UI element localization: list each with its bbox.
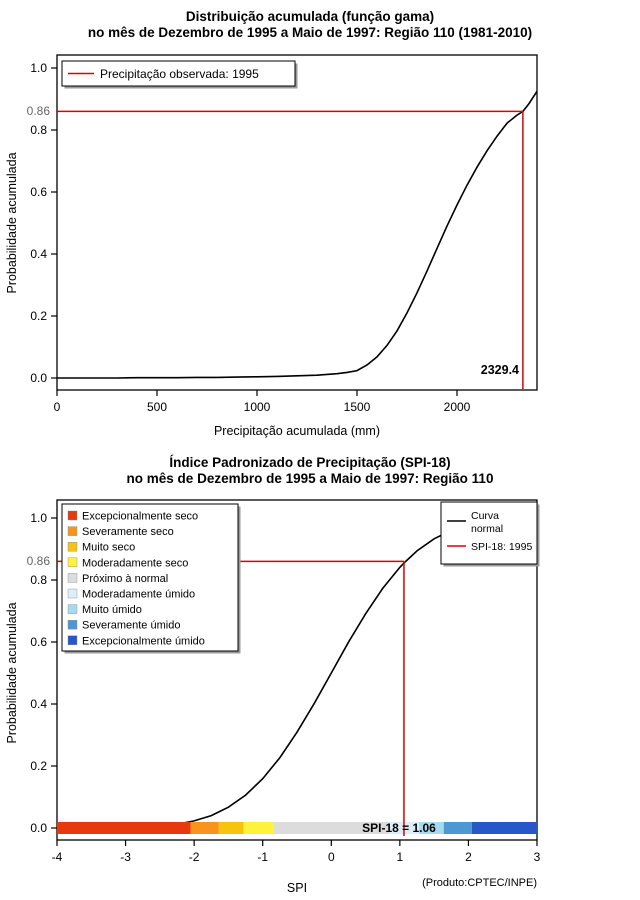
x-tick-label: 500	[147, 400, 167, 414]
y-tick-label: 1.0	[30, 511, 47, 525]
x-tick-label: 1000	[244, 400, 271, 414]
category-swatch	[67, 557, 78, 567]
x-tick-label: -1	[257, 850, 268, 864]
x-tick-label: 2000	[444, 400, 471, 414]
x-tick-label: 0	[328, 850, 335, 864]
y-tick-label: 0.8	[30, 123, 47, 137]
gamma-cdf-chart: 0 500 1000 1500 2000 0.0 0.2 0.4 0.6 0.8 1.0	[30, 54, 538, 414]
chart2-legend-curve-label-line2: normal	[471, 523, 503, 535]
chart2-xaxis-label: SPI	[287, 881, 307, 895]
spi-value-label: SPI-18 = 1.06	[362, 821, 436, 835]
y-tick-label: 0.6	[30, 635, 47, 649]
spi-category-segment	[57, 822, 191, 834]
x-tick-label: -2	[189, 850, 200, 864]
spi-category-segment	[273, 822, 389, 834]
spi-category-segment	[190, 822, 219, 834]
y-tick-label: 0.8	[30, 573, 47, 587]
plot-box	[56, 499, 538, 841]
x-tick-label: 0	[54, 400, 61, 414]
y-tick-label: 0.0	[30, 371, 47, 385]
cdf-curve	[57, 90, 538, 379]
spi-category-segment	[419, 822, 444, 834]
y-tick-label: 0.2	[30, 309, 47, 323]
category-label: Excepcionalmente seco	[82, 511, 198, 523]
y-tick-label: 0.2	[30, 759, 47, 773]
chart2-legend-curve-label-line1: Curva	[471, 510, 499, 522]
chart1-observed-precip-label: 2329.4	[481, 363, 519, 377]
product-credit: (Produto:CPTEC/INPE)	[422, 877, 537, 889]
category-label: Muito seco	[82, 542, 135, 554]
category-swatch	[67, 620, 78, 630]
category-label: Moderadamente seco	[82, 557, 188, 569]
curve-legend-box	[440, 501, 538, 565]
chart2-title-line2: no mês de Dezembro de 1995 a Maio de 199…	[127, 471, 494, 486]
y-tick-label: 0.0	[30, 821, 47, 835]
chart1-observed-prob-label: 0.86	[27, 104, 51, 118]
category-swatch	[67, 604, 78, 614]
x-tick-label: -4	[52, 850, 63, 864]
category-label: Severamente úmido	[82, 620, 180, 632]
category-swatch	[67, 588, 78, 599]
chart1-xaxis-label: Precipitação acumulada (mm)	[214, 424, 380, 438]
y-tick-label: 0.4	[30, 247, 47, 261]
category-label: Muito úmido	[82, 604, 142, 616]
category-swatch	[67, 573, 78, 583]
spi-cdf-chart: -4 -3 -2 -1 0 1 2 3 0.0 0.2 0.4 0.6 0.8 1.0 Excepciona…	[30, 499, 541, 864]
spi-category-segment	[443, 822, 472, 834]
x-tick-label: 1500	[344, 400, 371, 414]
chart1-title-line2: no mês de Dezembro de 1995 a Maio de 199…	[88, 25, 532, 40]
category-label: Excepcionalmente úmido	[82, 635, 205, 647]
x-tick-label: 1	[397, 850, 404, 864]
category-swatch	[67, 526, 78, 536]
x-tick-label: -3	[120, 850, 131, 864]
category-legend-box	[61, 503, 239, 652]
chart2-legend-spi-label: SPI-18: 1995	[471, 541, 532, 553]
category-swatch	[67, 542, 78, 552]
spi-category-segment	[243, 822, 274, 834]
chart2-yaxis-label: Probabilidade acumulada	[5, 602, 19, 743]
y-tick-label: 1.0	[30, 61, 47, 75]
category-swatch	[67, 635, 78, 645]
chart2-observed-prob-label: 0.86	[27, 554, 51, 568]
chart1-yaxis-label: Probabilidade acumulada	[5, 152, 19, 293]
category-label: Severamente seco	[82, 526, 174, 538]
category-swatch	[67, 510, 78, 521]
y-tick-label: 0.6	[30, 185, 47, 199]
chart1-legend-label: Precipitação observada: 1995	[100, 67, 259, 81]
spi-category-segment	[218, 822, 244, 834]
category-label: Moderadamente úmido	[82, 589, 195, 601]
x-tick-label: 2	[465, 850, 472, 864]
x-tick-label: 3	[534, 850, 541, 864]
legend-box	[61, 60, 296, 87]
chart1-title-line1: Distribuição acumulada (função gama)	[186, 9, 434, 24]
y-tick-label: 0.4	[30, 697, 47, 711]
plot-box	[56, 54, 538, 391]
spi-category-segment	[471, 822, 537, 834]
chart2-title-line1: Índice Padronizado de Precipitação (SPI-…	[169, 455, 450, 470]
category-label: Próximo à normal	[82, 573, 168, 585]
